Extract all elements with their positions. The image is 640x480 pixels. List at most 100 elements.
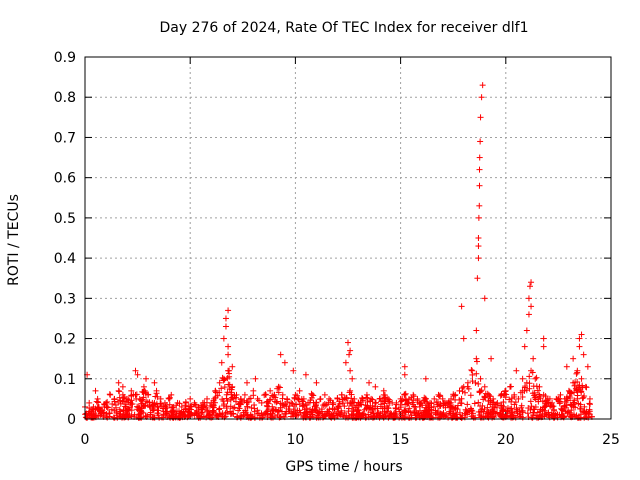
noise-point [235, 401, 242, 408]
plot-frame [84, 56, 612, 420]
noise-point [402, 401, 409, 408]
data-point [279, 391, 286, 398]
data-point [498, 391, 505, 398]
data-point [481, 383, 488, 390]
data-point [347, 387, 354, 394]
data-point [292, 391, 299, 398]
data-point [212, 387, 219, 394]
data-point [290, 367, 297, 374]
data-point [195, 403, 202, 410]
noise-point [484, 404, 491, 411]
noise-point [104, 404, 111, 411]
noise-point [533, 412, 540, 419]
noise-point [214, 412, 221, 419]
noise-point [216, 405, 223, 412]
data-point [507, 383, 514, 390]
noise-point [585, 414, 592, 421]
noise-point [292, 411, 299, 418]
noise-point [527, 398, 534, 405]
noise-point [391, 412, 398, 419]
noise-point [112, 402, 119, 409]
noise-point [97, 409, 104, 416]
data-point [161, 399, 168, 406]
data-point [92, 387, 99, 394]
data-point [262, 391, 269, 398]
data-point [469, 367, 476, 374]
noise-point [224, 409, 231, 416]
data-point [94, 395, 101, 402]
noise-point [165, 410, 172, 417]
noise-point [531, 392, 538, 399]
data-point [384, 395, 391, 402]
data-point [476, 182, 483, 189]
data-point [277, 351, 284, 358]
noise-point [251, 408, 258, 415]
data-point [525, 311, 532, 318]
data-point [351, 395, 358, 402]
noise-point [365, 406, 372, 413]
noise-point [440, 400, 447, 407]
noise-point [562, 398, 569, 405]
noise-point [559, 412, 566, 419]
y-tick-label: 0.3 [54, 291, 76, 307]
noise-point [379, 397, 386, 404]
noise-point [377, 403, 384, 410]
data-point [481, 295, 488, 302]
data-point [540, 343, 547, 350]
noise-point [494, 409, 501, 416]
data-point [174, 399, 181, 406]
data-point [582, 383, 589, 390]
noise-point [402, 390, 409, 397]
data-point [349, 375, 356, 382]
data-point [281, 359, 288, 366]
noise-point [117, 400, 124, 407]
data-point [418, 399, 425, 406]
noise-point [153, 400, 160, 407]
noise-point [162, 403, 169, 410]
noise-point [182, 413, 189, 420]
noise-point [533, 374, 540, 381]
data-point [475, 255, 482, 262]
data-point [464, 379, 471, 386]
data-point [149, 399, 156, 406]
noise-point [578, 389, 585, 396]
noise-point [282, 401, 289, 408]
y-tick-label: 0.5 [54, 211, 76, 227]
noise-point [285, 406, 292, 413]
noise-point [299, 398, 306, 405]
noise-point [122, 409, 129, 416]
data-point [226, 367, 233, 374]
noise-point [224, 398, 231, 405]
noise-point [473, 358, 480, 365]
noise-point [155, 412, 162, 419]
data-point [525, 295, 532, 302]
noise-point [464, 401, 471, 408]
data-point [225, 343, 232, 350]
noise-point [573, 370, 580, 377]
data-point [580, 351, 587, 358]
noise-point [487, 393, 494, 400]
y-tick-label: 0.6 [54, 171, 76, 187]
noise-point [423, 405, 430, 412]
noise-point [542, 410, 549, 417]
noise-point [528, 403, 535, 410]
noise-point [365, 411, 372, 418]
data-point [532, 375, 539, 382]
noise-point [264, 408, 271, 415]
x-tick-label: 5 [186, 432, 195, 448]
data-point [309, 391, 316, 398]
noise-point [408, 414, 415, 421]
noise-point [562, 404, 569, 411]
data-point [134, 371, 141, 378]
noise-point [500, 398, 507, 405]
data-point [578, 375, 585, 382]
data-point [132, 367, 139, 374]
x-tick-label: 0 [81, 432, 90, 448]
noise-point [197, 414, 204, 421]
noise-point [458, 400, 465, 407]
data-point [233, 391, 240, 398]
noise-point [237, 412, 244, 419]
noise-point [559, 413, 566, 420]
noise-point [251, 414, 258, 421]
noise-point [550, 406, 557, 413]
